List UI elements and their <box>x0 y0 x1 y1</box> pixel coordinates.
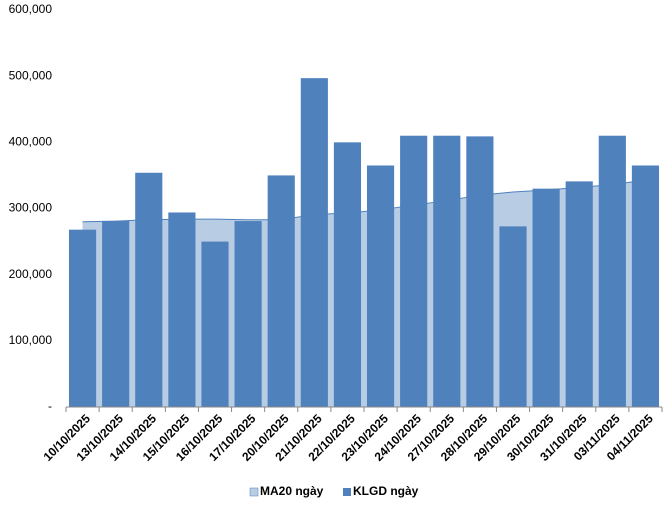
bar <box>598 135 626 407</box>
y-tick-label: 400,000 <box>9 135 53 149</box>
bar <box>466 136 494 407</box>
ma-area <box>82 180 646 407</box>
bar <box>400 135 428 407</box>
bar <box>631 165 660 407</box>
legend-swatch <box>343 488 351 496</box>
bar <box>565 181 593 407</box>
legend-label: KLGD ngày <box>353 484 419 498</box>
bar <box>168 212 196 407</box>
legend-swatch <box>249 487 259 497</box>
y-tick-label: 200,000 <box>9 267 53 281</box>
bar <box>267 175 295 407</box>
bar <box>532 188 560 407</box>
y-tick-label: 300,000 <box>9 201 53 215</box>
legend-label: MA20 ngày <box>260 484 324 498</box>
bar <box>499 226 527 407</box>
bar <box>68 229 97 407</box>
bar <box>201 241 229 407</box>
bar <box>300 78 328 407</box>
bar <box>433 135 461 407</box>
bar <box>333 142 362 408</box>
bar <box>234 221 262 407</box>
bar <box>102 221 130 407</box>
y-tick-label: 600,000 <box>9 2 53 16</box>
y-tick-label: - <box>48 399 52 413</box>
y-tick-label: 500,000 <box>9 68 53 82</box>
bar <box>135 172 163 407</box>
bar <box>366 165 395 407</box>
y-tick-label: 100,000 <box>9 333 53 347</box>
